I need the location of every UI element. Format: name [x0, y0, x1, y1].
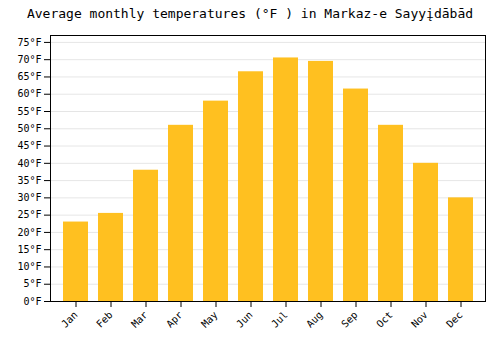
svg-text:Feb: Feb: [94, 309, 115, 330]
svg-text:70°F: 70°F: [17, 54, 41, 65]
svg-text:15°F: 15°F: [17, 244, 41, 255]
svg-text:20°F: 20°F: [17, 227, 41, 238]
svg-text:55°F: 55°F: [17, 106, 41, 117]
svg-text:Sep: Sep: [339, 309, 360, 330]
html-text:Average monthly temperatures (: Average monthly temperatures (°F ) in Ma…: [26, 6, 474, 21]
svg-text:50°F: 50°F: [17, 123, 41, 134]
svg-text:0°F: 0°F: [23, 296, 41, 307]
svg-text:Mar: Mar: [129, 309, 150, 330]
svg-text:35°F: 35°F: [17, 175, 41, 186]
svg-text:Jun: Jun: [234, 309, 255, 330]
svg-text:Aug: Aug: [304, 309, 325, 330]
svg-text:25°F: 25°F: [17, 209, 41, 220]
svg-text:60°F: 60°F: [17, 88, 41, 99]
svg-text:Dec: Dec: [444, 309, 465, 330]
svg-text:May: May: [199, 309, 220, 330]
svg-text:45°F: 45°F: [17, 140, 41, 151]
svg-text:Nov: Nov: [409, 309, 430, 330]
svg-text:Oct: Oct: [374, 309, 395, 330]
svg-text:Apr: Apr: [164, 309, 185, 330]
svg-text:40°F: 40°F: [17, 158, 41, 169]
svg-text:Jan: Jan: [59, 309, 80, 330]
svg-text:5°F: 5°F: [23, 278, 41, 289]
svg-text:75°F: 75°F: [17, 37, 41, 48]
svg-text:Jul: Jul: [269, 309, 290, 330]
svg-text:10°F: 10°F: [17, 261, 41, 272]
svg-text:30°F: 30°F: [17, 192, 41, 203]
svg-text:65°F: 65°F: [17, 71, 41, 82]
